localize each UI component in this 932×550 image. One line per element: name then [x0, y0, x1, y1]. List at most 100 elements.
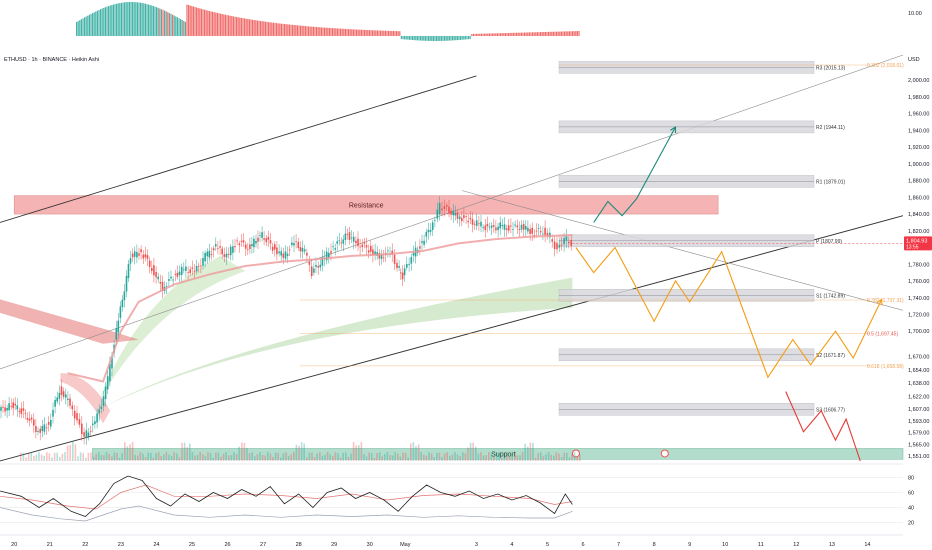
candle [227, 254, 230, 255]
candle [568, 242, 570, 244]
candle [288, 249, 291, 251]
volume-bar [238, 446, 240, 461]
volume-bar [64, 452, 66, 461]
volume-bar [420, 452, 422, 461]
event-marker-icon[interactable] [660, 449, 669, 458]
candle [65, 394, 67, 398]
candle [563, 238, 565, 245]
candle [456, 212, 459, 219]
macd-bar [524, 32, 526, 36]
volume-bar [212, 457, 214, 461]
volume-bar [77, 456, 79, 461]
macd-bar [556, 31, 558, 36]
macd-bar [570, 31, 572, 36]
macd-bar [223, 14, 225, 36]
time-tick-label: 30 [367, 542, 373, 548]
candle [531, 227, 533, 234]
volume-bar [261, 455, 264, 461]
candle [69, 398, 71, 406]
candle [480, 221, 482, 227]
macd-bar [266, 21, 268, 36]
macd-bar [455, 36, 457, 41]
candle [352, 236, 355, 242]
volume-bar [514, 452, 516, 461]
projection-bearish[interactable] [785, 391, 861, 462]
volume-bar [144, 457, 147, 461]
macd-bar [373, 30, 375, 36]
volume-bar [368, 452, 370, 461]
candle [232, 246, 234, 253]
volume-bar [290, 454, 292, 461]
volume-bar [139, 452, 142, 461]
macd-bar [485, 33, 487, 36]
macd-bar [210, 11, 212, 36]
macd-bar [439, 36, 441, 41]
macd-bar [300, 25, 302, 36]
time-tick-label: 3 [475, 542, 478, 548]
price-tick-label: 1,900.00 [908, 162, 929, 168]
candle [544, 227, 546, 236]
volume-bar [352, 442, 355, 461]
macd-bar [412, 36, 414, 40]
projection-bullish[interactable] [593, 126, 676, 223]
candle [229, 246, 232, 256]
macd-bar [157, 7, 159, 37]
macd-bar [410, 36, 412, 40]
macd-bar [264, 21, 266, 36]
macd-bar [170, 13, 172, 37]
macd-bar [394, 31, 396, 36]
volume-bar [404, 452, 407, 461]
candle [255, 241, 257, 244]
volume-bar [46, 452, 48, 461]
volume-bar [519, 455, 521, 461]
trendline[interactable] [0, 75, 477, 223]
projection-base[interactable] [575, 246, 883, 379]
volume-bar [402, 452, 404, 461]
macd-bar [282, 23, 284, 36]
candle [193, 270, 196, 272]
candle [539, 231, 542, 233]
price-tick-label: 1,638.00 [908, 381, 929, 387]
macd-bar [458, 36, 460, 40]
volume-bar [537, 453, 539, 461]
time-tick-label: 28 [296, 542, 302, 548]
candle [240, 240, 243, 242]
candle [165, 286, 168, 287]
trendline[interactable] [0, 215, 904, 462]
macd-bar [77, 21, 79, 36]
candle [210, 254, 213, 255]
candle [187, 272, 189, 274]
volume-bar [311, 452, 313, 461]
candle [297, 241, 300, 248]
candle [495, 227, 497, 231]
volume-bar [243, 443, 246, 461]
volume-bar [423, 454, 425, 461]
macd-bar [557, 31, 559, 36]
macd-bar [415, 36, 417, 41]
volume-bar [384, 454, 386, 461]
macd-bar [516, 32, 518, 36]
volume-bar [454, 452, 456, 461]
fib-level-label: 0.618 (1,658.58) [867, 364, 904, 370]
volume-bar [121, 453, 123, 461]
macd-bar [354, 29, 356, 36]
volume-bar [43, 455, 45, 461]
price-tick-label: 1,920.00 [908, 145, 929, 151]
macd-bar [226, 15, 228, 36]
macd-bar [370, 30, 372, 36]
macd-bar [218, 13, 220, 37]
volume-bar [259, 452, 261, 461]
macd-bar [127, 2, 129, 37]
volume-bar [371, 453, 373, 461]
macd-bar [490, 33, 492, 36]
macd-bar [228, 15, 230, 36]
trendline[interactable] [462, 190, 904, 311]
current-price-tag[interactable]: 1,804.93 13:55 [904, 236, 932, 251]
candle [317, 265, 319, 268]
candle [22, 408, 25, 411]
volume-bar [147, 452, 149, 461]
event-marker-icon[interactable] [571, 449, 580, 458]
macd-bar [84, 17, 86, 36]
candle [452, 210, 455, 216]
